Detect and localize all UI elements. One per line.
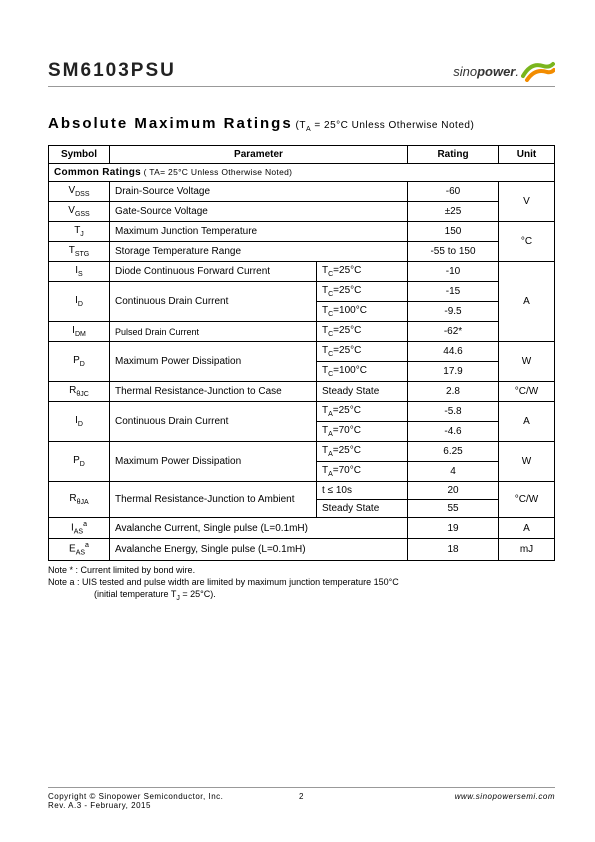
footer-url: www.sinopowersemi.com xyxy=(455,792,555,810)
col-parameter: Parameter xyxy=(110,146,408,164)
brand-logo: sinopower. xyxy=(453,60,555,82)
table-row: IS Diode Continuous Forward Current TC=2… xyxy=(49,262,555,282)
table-row: ID Continuous Drain Current TC=25°C -15 xyxy=(49,282,555,302)
section-row: Common Ratings ( TA= 25°C Unless Otherwi… xyxy=(49,164,555,182)
col-unit: Unit xyxy=(499,146,555,164)
section-title: Absolute Maximum Ratings (TA = 25°C Unle… xyxy=(48,115,555,133)
part-number: SM6103PSU xyxy=(48,60,176,82)
logo-text: sinopower. xyxy=(453,64,519,79)
table-row: EASa Avalanche Energy, Single pulse (L=0… xyxy=(49,539,555,560)
col-rating: Rating xyxy=(408,146,499,164)
logo-swoosh-icon xyxy=(521,60,555,82)
table-row: TJ Maximum Junction Temperature 150 °C xyxy=(49,222,555,242)
table-row: PD Maximum Power Dissipation TA=25°C 6.2… xyxy=(49,442,555,462)
table-row: RθJC Thermal Resistance-Junction to Case… xyxy=(49,382,555,402)
table-notes: Note * : Current limited by bond wire. N… xyxy=(48,564,555,604)
table-row: RθJA Thermal Resistance-Junction to Ambi… xyxy=(49,482,555,500)
table-row: ID Continuous Drain Current TA=25°C -5.8… xyxy=(49,402,555,422)
table-row: VGSS Gate-Source Voltage ±25 xyxy=(49,202,555,222)
col-symbol: Symbol xyxy=(49,146,110,164)
table-row: PD Maximum Power Dissipation TC=25°C 44.… xyxy=(49,342,555,362)
table-row: VDSS Drain-Source Voltage -60 V xyxy=(49,182,555,202)
table-row: TSTG Storage Temperature Range -55 to 15… xyxy=(49,242,555,262)
ratings-table: Symbol Parameter Rating Unit Common Rati… xyxy=(48,145,555,561)
table-row: IASa Avalanche Current, Single pulse (L=… xyxy=(49,518,555,539)
page-number: 2 xyxy=(299,792,304,801)
footer-left: Copyright © Sinopower Semiconductor, Inc… xyxy=(48,792,223,810)
table-row: IDM Pulsed Drain Current TC=25°C -62* xyxy=(49,322,555,342)
page-footer: Copyright © Sinopower Semiconductor, Inc… xyxy=(48,787,555,810)
page-header: SM6103PSU sinopower. xyxy=(48,60,555,87)
